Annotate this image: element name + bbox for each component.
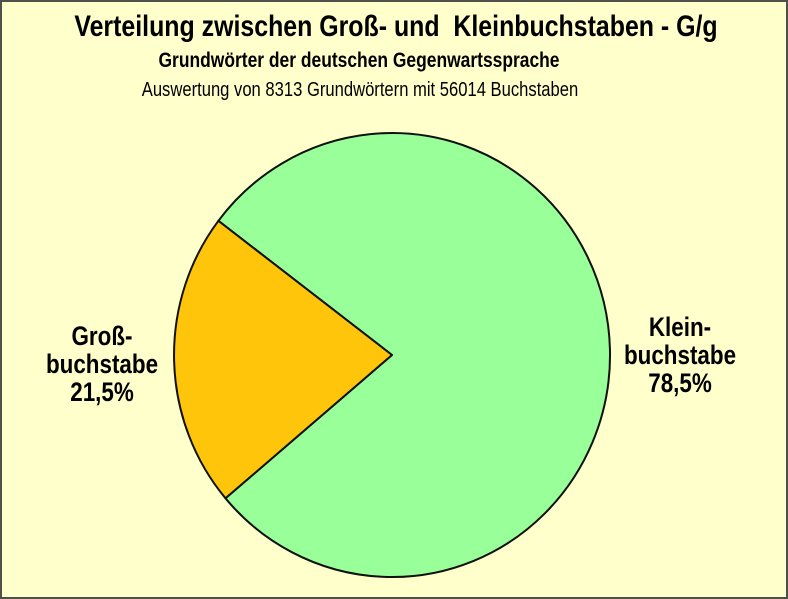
- slice-label-kleinbuchstabe: Klein- buchstabe 78,5%: [623, 312, 737, 398]
- pie-slice-kleinbuchstabe: [217, 132, 612, 579]
- slice-label-grossbuchstabe: Groß- buchstabe 21,5%: [45, 321, 159, 407]
- chart-subtitle: Grundwörter der deutschen Gegenwartsspra…: [158, 49, 560, 72]
- chart-title: Verteilung zwischen Groß- und Kleinbuchs…: [74, 10, 718, 43]
- pie-slice-grossbuchstabe: [173, 219, 393, 500]
- chart-note: Auswertung von 8313 Grundwörtern mit 560…: [141, 79, 579, 101]
